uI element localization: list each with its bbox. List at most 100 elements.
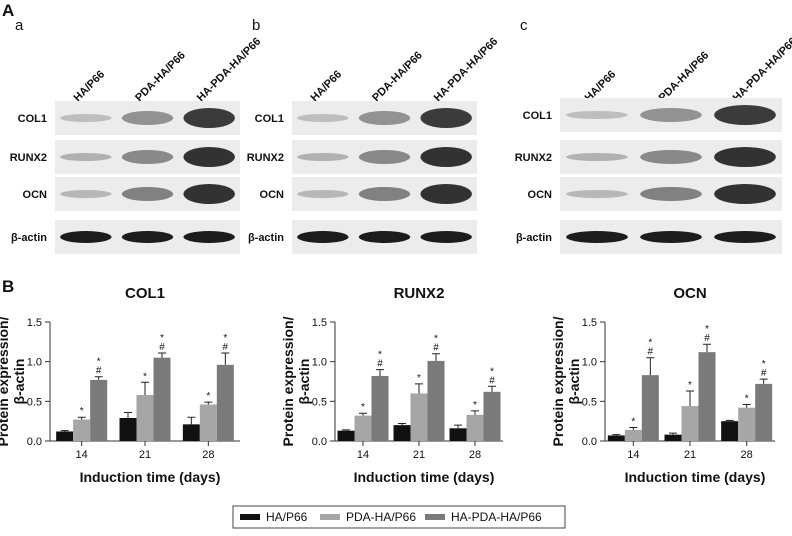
bar	[90, 379, 108, 441]
bar	[199, 404, 217, 441]
blot-band	[358, 111, 411, 125]
blot-band	[358, 187, 411, 201]
x-tick-label: 28	[202, 449, 214, 461]
y-tick-label: 1.5	[27, 317, 42, 329]
error-bar	[204, 401, 213, 405]
y-tick-label: 1.5	[312, 317, 327, 329]
blot-band	[297, 190, 349, 198]
chart-title: RUNX2	[394, 285, 445, 302]
significance-marker: *	[490, 366, 494, 377]
bar	[755, 383, 773, 441]
blot-band	[297, 153, 349, 161]
x-axis-label: Induction time (days)	[354, 469, 495, 485]
error-bar	[376, 369, 384, 376]
significance-marker: *	[378, 350, 382, 361]
row-label: β-actin	[11, 232, 47, 244]
bar	[119, 417, 137, 441]
significance-marker: #	[489, 375, 495, 386]
row-label: OCN	[23, 189, 48, 201]
significance-marker: *	[745, 394, 749, 405]
bar	[681, 406, 699, 441]
bar	[624, 429, 642, 441]
legend-label: PDA-HA/P66	[346, 510, 416, 524]
significance-marker: *	[97, 357, 101, 368]
blot-band	[183, 147, 235, 167]
column-label: HA/P66	[308, 68, 344, 104]
significance-marker: *	[223, 333, 227, 344]
column-label: HA-PDA-HA/P66	[195, 36, 264, 105]
blot-band	[640, 231, 702, 243]
chart-title: OCN	[673, 285, 706, 302]
bar	[449, 428, 467, 441]
bar	[483, 391, 501, 441]
blot-band	[297, 231, 349, 243]
blot-band	[714, 231, 776, 243]
y-tick-label: 0.0	[27, 436, 42, 448]
bar	[216, 364, 234, 441]
blot-band	[420, 184, 472, 204]
bar	[371, 375, 389, 441]
legend-swatch	[240, 514, 260, 520]
blot-band	[420, 108, 472, 128]
y-tick-label: 0.5	[27, 396, 42, 408]
bar	[664, 434, 682, 441]
x-tick-label: 14	[627, 449, 639, 461]
blot-band	[297, 114, 349, 122]
x-tick-label: 14	[76, 449, 88, 461]
column-label: HA-PDA-HA/P66	[432, 36, 501, 105]
blot-label: c	[520, 17, 528, 34]
error-bar	[187, 416, 196, 425]
error-bar	[488, 385, 496, 392]
panel-label: A	[2, 1, 14, 20]
blot-band	[566, 111, 628, 119]
panel-label: B	[2, 277, 14, 296]
y-axis-label: Protein expression/	[550, 316, 566, 446]
row-label: COL1	[255, 113, 284, 125]
y-tick-label: 1.0	[312, 357, 327, 369]
error-bar	[124, 411, 132, 418]
error-bar	[703, 343, 711, 353]
bar	[698, 352, 716, 441]
blot-label: a	[15, 17, 24, 34]
significance-marker: *	[688, 380, 692, 391]
blot-band	[60, 153, 112, 161]
y-tick-label: 1.0	[27, 357, 42, 369]
significance-marker: #	[433, 343, 439, 354]
blot-band	[60, 114, 112, 122]
chart-title: COL1	[125, 285, 165, 302]
column-label: PDA-HA/P66	[133, 49, 188, 104]
error-bar	[415, 383, 423, 394]
x-tick-label: 14	[357, 449, 369, 461]
significance-marker: *	[434, 334, 438, 345]
bar	[136, 394, 154, 441]
blot-band	[121, 111, 174, 125]
row-label: β-actin	[516, 232, 552, 244]
significance-marker: #	[223, 342, 229, 353]
x-tick-label: 21	[684, 449, 696, 461]
bar	[393, 425, 411, 441]
error-bar	[646, 357, 655, 376]
legend-swatch	[320, 514, 340, 520]
y-axis-label: β-actin	[296, 359, 312, 405]
bar	[641, 375, 659, 441]
error-bar	[221, 352, 230, 365]
y-tick-label: 0.5	[312, 396, 327, 408]
error-bar	[141, 381, 149, 395]
blot-band	[640, 150, 702, 164]
blot-band	[121, 150, 174, 164]
significance-marker: *	[417, 373, 421, 384]
blot-band	[714, 105, 776, 125]
blot-band	[714, 147, 776, 167]
significance-marker: *	[143, 371, 147, 382]
blot-band	[183, 231, 235, 243]
bar	[73, 419, 91, 441]
significance-marker: #	[159, 342, 165, 353]
blot-band	[714, 184, 776, 204]
error-bar	[342, 429, 350, 431]
y-tick-label: 0.0	[312, 436, 327, 448]
bar	[56, 431, 74, 441]
y-tick-label: 1.5	[582, 317, 597, 329]
significance-marker: *	[361, 402, 365, 413]
x-tick-label: 28	[741, 449, 753, 461]
error-bar	[432, 353, 440, 361]
